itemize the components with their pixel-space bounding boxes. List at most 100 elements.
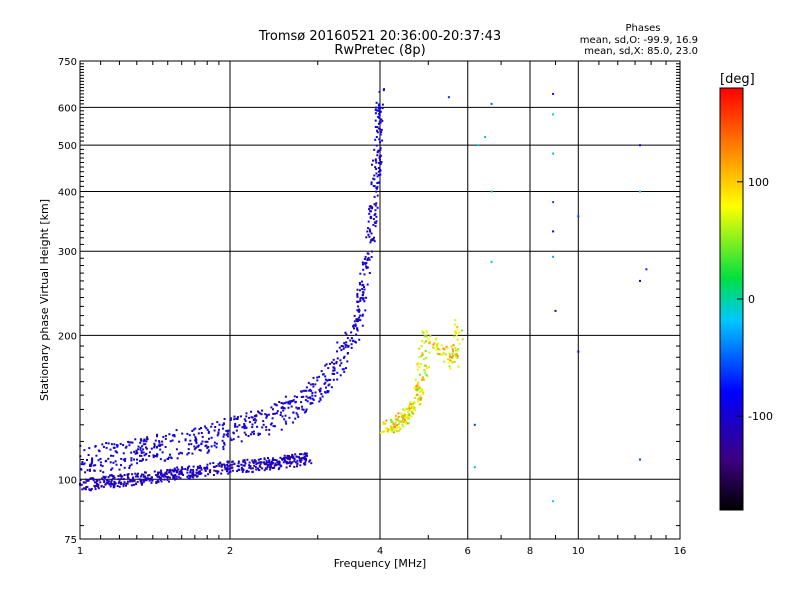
data-point bbox=[165, 473, 168, 475]
data-point bbox=[341, 368, 344, 371]
data-point bbox=[432, 346, 435, 349]
data-point bbox=[151, 479, 154, 482]
data-point bbox=[435, 338, 437, 341]
data-point bbox=[369, 230, 372, 233]
data-point bbox=[404, 422, 407, 425]
data-point bbox=[155, 481, 158, 484]
data-point bbox=[310, 389, 313, 392]
data-point bbox=[235, 429, 238, 432]
data-point bbox=[305, 410, 307, 413]
data-point bbox=[105, 442, 108, 445]
data-point bbox=[449, 367, 452, 370]
data-point bbox=[294, 461, 297, 464]
data-point bbox=[120, 478, 123, 480]
data-point bbox=[400, 412, 403, 415]
data-point bbox=[174, 469, 177, 472]
data-point bbox=[450, 356, 453, 359]
data-point bbox=[248, 464, 251, 467]
data-point bbox=[123, 481, 126, 484]
data-point bbox=[328, 383, 331, 386]
data-point bbox=[226, 432, 229, 435]
data-point bbox=[274, 425, 276, 428]
data-point bbox=[90, 487, 93, 490]
data-point bbox=[237, 465, 240, 468]
data-point bbox=[422, 391, 425, 394]
data-point bbox=[157, 471, 159, 474]
data-point bbox=[216, 470, 219, 473]
data-point bbox=[136, 462, 139, 465]
data-point bbox=[111, 474, 114, 477]
data-point bbox=[112, 461, 115, 464]
data-point bbox=[304, 463, 307, 466]
data-point bbox=[330, 386, 333, 389]
data-point bbox=[215, 446, 218, 449]
data-point bbox=[85, 486, 88, 489]
data-point bbox=[435, 348, 438, 351]
data-point bbox=[385, 419, 388, 422]
data-point bbox=[271, 458, 274, 461]
data-point bbox=[391, 428, 394, 431]
data-point bbox=[363, 258, 366, 260]
data-point bbox=[552, 230, 555, 233]
data-point bbox=[378, 138, 381, 141]
data-point bbox=[371, 163, 373, 166]
data-point bbox=[396, 430, 398, 433]
data-point bbox=[245, 412, 248, 415]
data-point bbox=[91, 477, 94, 480]
data-point bbox=[366, 283, 369, 286]
data-point bbox=[324, 381, 327, 384]
data-point bbox=[397, 419, 399, 422]
data-point bbox=[458, 342, 461, 345]
data-point bbox=[139, 454, 141, 457]
data-point bbox=[276, 461, 279, 464]
data-point bbox=[373, 221, 376, 224]
data-point bbox=[309, 397, 312, 400]
data-point bbox=[356, 327, 359, 330]
data-point bbox=[192, 465, 195, 468]
data-point bbox=[216, 434, 219, 437]
data-point bbox=[249, 465, 252, 467]
data-point bbox=[384, 422, 387, 425]
data-point bbox=[404, 416, 407, 419]
data-point bbox=[378, 103, 381, 106]
data-point bbox=[206, 463, 209, 466]
data-point bbox=[218, 428, 220, 431]
data-point bbox=[379, 106, 382, 109]
data-point bbox=[374, 119, 377, 122]
data-point bbox=[143, 479, 146, 482]
data-point bbox=[254, 421, 257, 424]
data-point bbox=[279, 456, 282, 459]
data-point bbox=[103, 477, 106, 480]
data-point bbox=[130, 463, 133, 466]
data-point bbox=[402, 417, 405, 420]
data-point bbox=[411, 407, 414, 409]
data-point bbox=[305, 457, 308, 460]
data-point bbox=[105, 446, 108, 449]
data-point bbox=[424, 349, 427, 352]
data-point bbox=[309, 459, 312, 462]
data-point bbox=[417, 382, 419, 385]
data-point bbox=[261, 426, 264, 429]
data-point bbox=[248, 461, 251, 464]
data-point bbox=[212, 462, 215, 464]
data-point bbox=[456, 349, 459, 352]
data-point bbox=[244, 461, 247, 464]
data-point bbox=[420, 355, 423, 357]
data-point bbox=[273, 466, 276, 469]
data-point bbox=[205, 467, 208, 469]
data-point bbox=[203, 467, 206, 469]
data-point bbox=[207, 473, 210, 476]
data-point bbox=[242, 460, 245, 463]
data-point bbox=[397, 426, 400, 429]
data-point bbox=[393, 423, 396, 426]
data-point bbox=[416, 384, 419, 387]
data-point bbox=[326, 379, 329, 382]
data-point bbox=[379, 110, 382, 113]
data-point bbox=[256, 425, 259, 428]
data-point bbox=[447, 361, 450, 364]
data-point bbox=[81, 488, 84, 491]
data-point bbox=[425, 340, 428, 343]
data-point bbox=[134, 482, 137, 485]
data-point bbox=[98, 478, 101, 481]
data-point bbox=[361, 280, 363, 283]
